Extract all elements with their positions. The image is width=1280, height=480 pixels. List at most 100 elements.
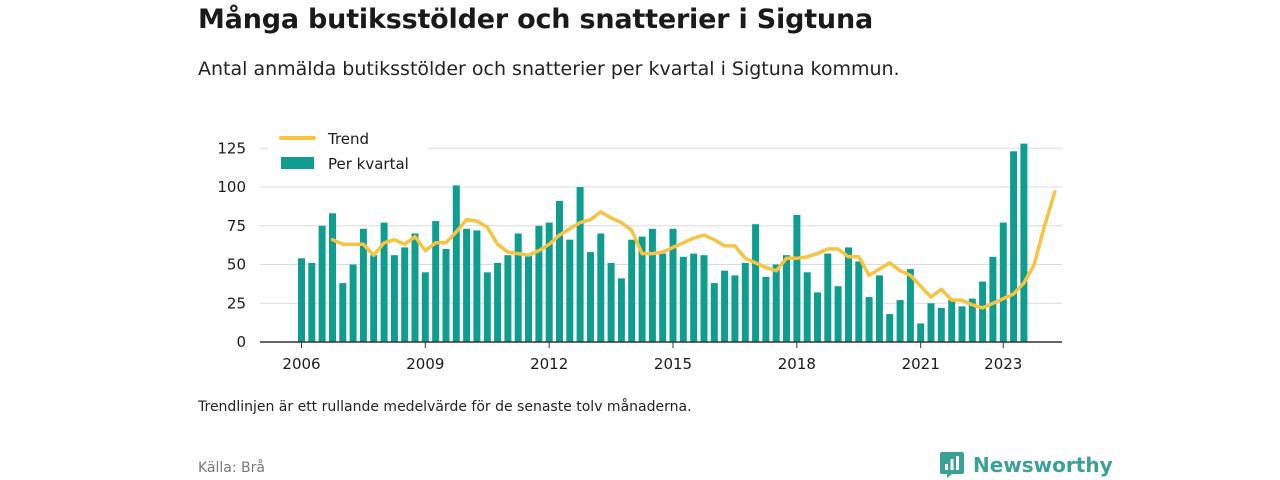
bar: [752, 224, 760, 342]
legend-background: [268, 124, 428, 182]
bar: [875, 275, 883, 342]
bar: [814, 292, 821, 342]
y-tick-label: 100: [217, 178, 246, 196]
bar: [339, 283, 347, 342]
bar: [525, 255, 532, 342]
x-tick-label: 2018: [778, 355, 816, 373]
bar: [587, 252, 594, 342]
bar: [318, 225, 326, 343]
bar: [576, 187, 584, 342]
y-tick-label: 25: [227, 294, 246, 312]
bar: [845, 247, 852, 342]
bar: [349, 264, 357, 342]
bar: [690, 253, 698, 342]
bar: [855, 261, 863, 342]
axes: 0 25 50 75 100 125 2006 2009 2012 2015 2018 2021 202…: [217, 139, 1062, 373]
bar: [628, 239, 636, 342]
x-tick-label: 2006: [282, 355, 320, 373]
bar: [638, 236, 646, 342]
chart-title: Många butiksstölder och snatterier i Sig…: [198, 4, 873, 35]
y-tick-label: 75: [227, 217, 246, 235]
bar: [648, 228, 656, 342]
newsworthy-brand[interactable]: Newsworthy: [939, 451, 1113, 479]
bar: [896, 300, 904, 342]
bar: [535, 225, 543, 343]
bar: [741, 262, 749, 342]
bar: [803, 272, 811, 343]
legend: Trend Per kvartal: [268, 124, 428, 182]
bar: [679, 256, 687, 343]
bar: [927, 303, 935, 343]
bar: [421, 272, 429, 343]
bar: [556, 200, 563, 342]
bar: [979, 281, 987, 342]
legend-trend-label: Trend: [327, 130, 369, 148]
bar: [762, 276, 770, 342]
legend-bar-swatch: [281, 157, 314, 169]
bar: [390, 255, 398, 342]
bar: [1010, 151, 1018, 342]
chart-subtitle: Antal anmälda butiksstölder och snatteri…: [198, 58, 900, 80]
bar: [948, 300, 956, 342]
y-tick-label: 50: [227, 256, 246, 274]
bar: [473, 230, 481, 342]
bar: [772, 264, 780, 342]
bar: [401, 247, 409, 342]
bar: [504, 255, 512, 342]
bar: [906, 269, 914, 342]
bar: [432, 221, 440, 342]
bar: [483, 272, 491, 343]
bar: [710, 283, 718, 342]
bar: [793, 214, 801, 342]
bar: [607, 262, 615, 342]
x-tick-label: 2009: [406, 355, 444, 373]
bar: [731, 275, 739, 342]
bar: [721, 270, 729, 342]
x-tick-label: 2015: [654, 355, 692, 373]
bar: [411, 233, 419, 342]
bar: [329, 213, 336, 342]
bar: [989, 256, 997, 343]
bar: [545, 222, 553, 342]
x-tick-label: 2021: [902, 355, 940, 373]
brand-name: Newsworthy: [973, 453, 1113, 477]
bar-series: [298, 143, 1028, 343]
bar: [958, 306, 966, 342]
y-tick-label: 0: [236, 333, 246, 351]
bar: [886, 314, 894, 342]
bar: [370, 255, 378, 342]
bar: [968, 298, 976, 342]
bar: [566, 239, 574, 342]
source-label: Källa: Brå: [198, 460, 265, 476]
trend-line: [330, 189, 1057, 310]
bar: [442, 249, 450, 342]
bar: [452, 185, 460, 342]
chart-canvas: 0 25 50 75 100 125 2006 2009 2012 2015 2018 2021 202…: [217, 124, 1062, 373]
chart-footnote: Trendlinjen är ett rullande medelvärde f…: [198, 399, 692, 415]
bar: [298, 258, 305, 342]
bar: [494, 262, 502, 342]
bar: [865, 297, 873, 342]
bar: [380, 222, 388, 342]
bar: [514, 233, 522, 342]
trend-series: [330, 189, 1057, 310]
bar: [659, 253, 667, 342]
bar: [617, 278, 625, 342]
bar: [999, 222, 1007, 342]
x-tick-label: 2012: [530, 355, 568, 373]
bar: [463, 228, 471, 342]
legend-bar-label: Per kvartal: [328, 155, 409, 173]
bar: [917, 323, 925, 342]
bar: [937, 307, 945, 342]
x-tick-label: 2023: [984, 355, 1022, 373]
bar: [308, 262, 316, 342]
bar: [359, 228, 367, 342]
bar: [783, 255, 790, 342]
bar: [824, 253, 832, 342]
y-tick-label: 125: [217, 139, 246, 157]
bar: [834, 286, 842, 342]
newsworthy-chart-logo-icon: [940, 452, 964, 478]
bar: [597, 233, 605, 342]
bar: [700, 255, 708, 342]
bar: [1020, 143, 1028, 342]
